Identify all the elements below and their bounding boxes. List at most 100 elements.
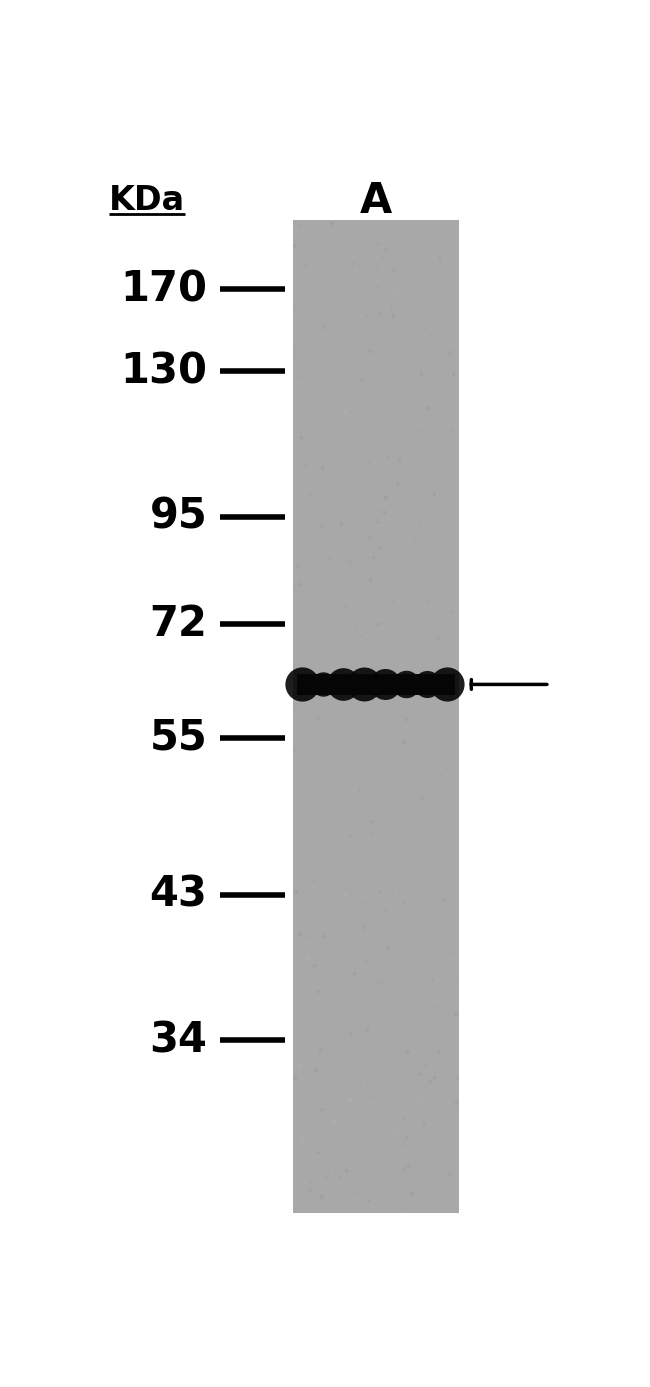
Point bbox=[411, 953, 422, 975]
Point bbox=[360, 950, 370, 972]
Point bbox=[399, 1133, 410, 1155]
Point bbox=[358, 1071, 368, 1093]
Point bbox=[317, 771, 327, 793]
Point bbox=[417, 854, 428, 877]
Point bbox=[435, 427, 445, 449]
Point bbox=[395, 706, 406, 728]
Point bbox=[328, 1061, 338, 1083]
Point bbox=[425, 426, 436, 448]
Point bbox=[352, 915, 363, 938]
Point bbox=[358, 567, 368, 589]
Point bbox=[447, 1184, 457, 1207]
Point bbox=[388, 282, 398, 304]
Point bbox=[339, 884, 350, 906]
Point bbox=[423, 591, 434, 613]
Point bbox=[315, 1186, 326, 1208]
Point bbox=[376, 971, 387, 993]
Point bbox=[401, 709, 411, 731]
Point bbox=[327, 804, 337, 827]
Point bbox=[368, 452, 378, 474]
Point bbox=[444, 807, 454, 829]
Point bbox=[360, 854, 370, 877]
Point bbox=[288, 738, 298, 760]
Point bbox=[447, 363, 458, 386]
Point bbox=[300, 254, 310, 276]
Point bbox=[289, 393, 299, 415]
Point bbox=[428, 483, 439, 505]
Point bbox=[293, 365, 304, 387]
Point bbox=[363, 451, 373, 473]
Point bbox=[294, 725, 304, 748]
Point bbox=[415, 1090, 426, 1112]
Point bbox=[326, 319, 336, 341]
Point bbox=[339, 806, 350, 828]
Point bbox=[430, 377, 440, 399]
Point bbox=[362, 1018, 372, 1040]
Point bbox=[365, 340, 375, 362]
Bar bbox=[297, 674, 455, 695]
Text: 95: 95 bbox=[150, 495, 207, 538]
Point bbox=[340, 399, 350, 422]
Point bbox=[382, 445, 393, 467]
Point bbox=[368, 1086, 378, 1108]
Point bbox=[324, 548, 334, 570]
Point bbox=[357, 344, 367, 366]
Point bbox=[328, 1087, 338, 1110]
Point bbox=[421, 211, 431, 233]
Point bbox=[378, 245, 388, 268]
Point bbox=[344, 551, 354, 573]
Point bbox=[377, 825, 387, 847]
Point bbox=[307, 1155, 318, 1178]
Point bbox=[312, 282, 322, 304]
Point bbox=[359, 673, 369, 695]
Point bbox=[416, 363, 426, 386]
Point bbox=[392, 533, 402, 555]
Point bbox=[393, 756, 403, 778]
Point bbox=[348, 809, 359, 831]
Point bbox=[332, 409, 343, 431]
Point bbox=[326, 266, 337, 288]
Point bbox=[295, 355, 306, 377]
Point bbox=[421, 667, 432, 689]
Point bbox=[306, 1171, 316, 1193]
Point bbox=[365, 569, 375, 591]
Point bbox=[374, 537, 385, 559]
Point bbox=[346, 251, 357, 273]
Point bbox=[452, 831, 462, 853]
Point bbox=[439, 906, 449, 928]
Point bbox=[338, 673, 348, 695]
Point bbox=[299, 799, 309, 821]
Point bbox=[289, 233, 299, 255]
Point bbox=[305, 483, 315, 505]
Point bbox=[326, 212, 336, 234]
Point bbox=[296, 673, 307, 695]
Point bbox=[309, 870, 319, 892]
Point bbox=[365, 1143, 375, 1165]
Point bbox=[307, 1157, 317, 1179]
Point bbox=[431, 363, 441, 386]
Point bbox=[403, 1064, 413, 1086]
Point bbox=[449, 366, 460, 388]
Point bbox=[389, 374, 400, 397]
Point bbox=[413, 499, 423, 522]
Point bbox=[297, 365, 307, 387]
Point bbox=[361, 534, 371, 556]
Point bbox=[354, 509, 365, 531]
Point bbox=[348, 560, 358, 583]
Point bbox=[378, 301, 389, 323]
Point bbox=[358, 915, 369, 938]
Point bbox=[328, 1108, 338, 1130]
Point bbox=[289, 388, 300, 411]
Point bbox=[403, 796, 413, 818]
Point bbox=[415, 786, 426, 809]
Point bbox=[421, 512, 431, 534]
Point bbox=[382, 293, 393, 315]
Point bbox=[410, 694, 421, 716]
Point bbox=[339, 976, 350, 999]
Point bbox=[373, 301, 384, 323]
Point bbox=[393, 452, 404, 474]
Point bbox=[307, 1085, 318, 1107]
Point bbox=[346, 623, 357, 645]
Point bbox=[372, 276, 382, 298]
Point bbox=[309, 874, 319, 896]
